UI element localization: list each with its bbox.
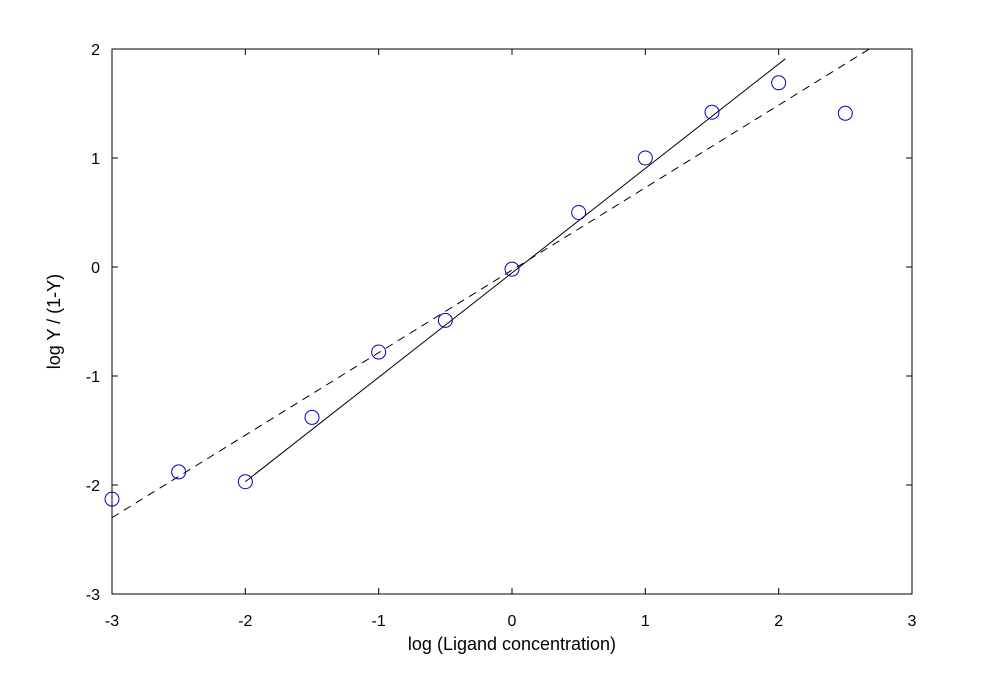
data-point [837, 105, 853, 121]
data-point [237, 474, 253, 490]
y-tick-label: -1 [86, 369, 100, 386]
data-point [304, 409, 320, 425]
y-tick-label: -3 [86, 587, 100, 604]
tick-labels: -3 -2 -1 0 1 2 3 -3 -2 -1 0 1 2 [86, 42, 917, 630]
data-point [437, 312, 453, 328]
x-tick-label: 0 [508, 613, 517, 630]
data-point [637, 150, 653, 166]
fit-lines [111, 48, 870, 519]
x-tick-label: 2 [774, 613, 783, 630]
y-tick-label: 1 [91, 151, 100, 168]
y-tick-label: 2 [91, 42, 100, 59]
data-point [104, 491, 120, 507]
y-tick-label: 0 [91, 260, 100, 277]
x-axis-title: log (Ligand concentration) [408, 634, 616, 654]
data-point [371, 344, 387, 360]
data-point [571, 205, 587, 220]
data-points [104, 75, 853, 507]
solid-fit-line [245, 58, 786, 483]
ticks [111, 48, 913, 595]
y-axis-title: log Y / (1-Y) [44, 274, 64, 369]
x-tick-label: -3 [105, 613, 119, 630]
plot-frame [111, 48, 913, 595]
x-tick-label: 3 [908, 613, 917, 630]
dashed-fit-line [111, 48, 870, 519]
x-tick-label: -1 [372, 613, 386, 630]
data-point [504, 261, 520, 277]
data-point [704, 104, 720, 120]
y-tick-label: -2 [86, 478, 100, 495]
x-tick-label: 1 [641, 613, 650, 630]
data-point [771, 75, 787, 91]
data-point [171, 464, 187, 480]
x-tick-label: -2 [238, 613, 252, 630]
